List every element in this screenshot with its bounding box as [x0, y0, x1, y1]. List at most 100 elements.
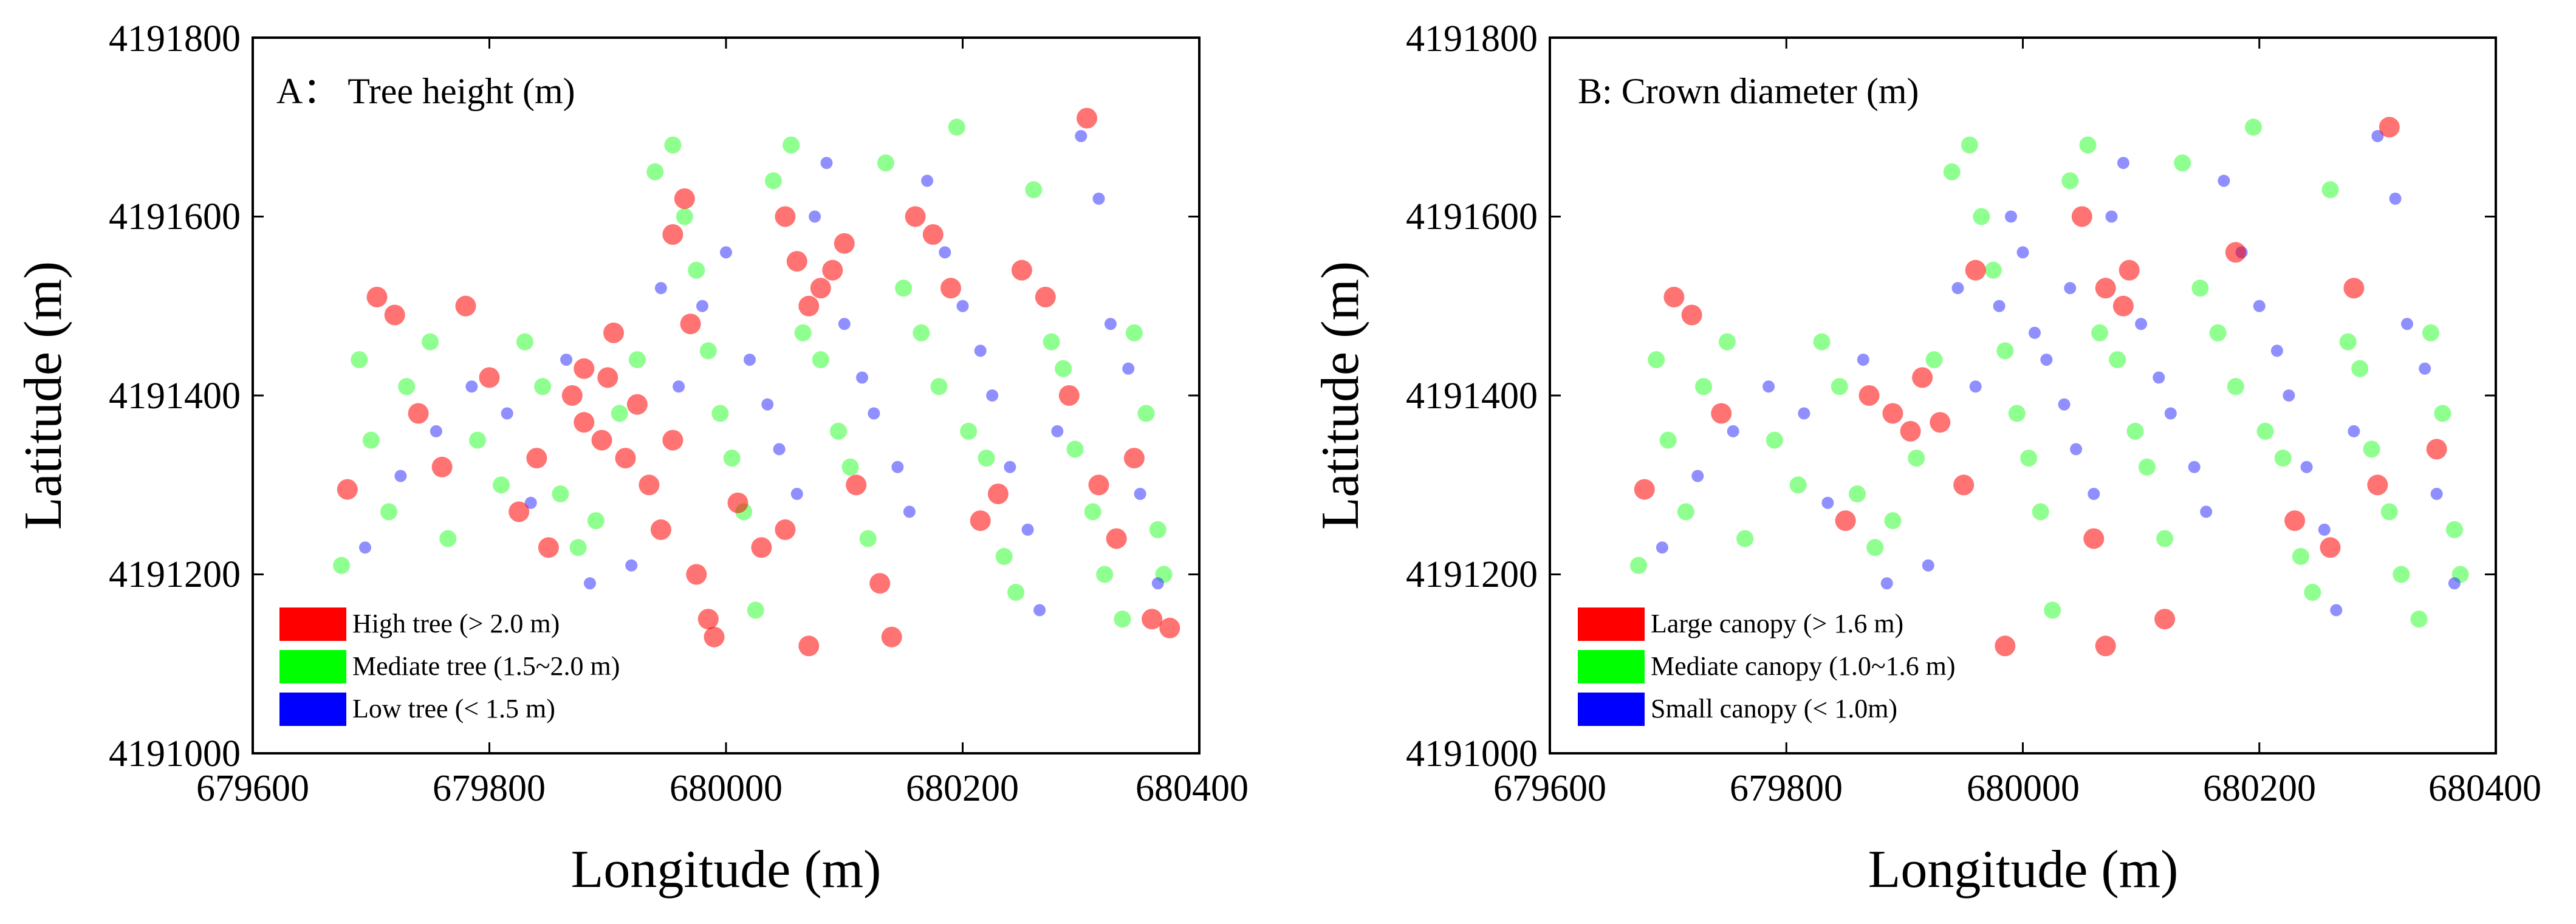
panel-b-point-mediate-canopy: [2351, 360, 2369, 377]
panel-b-x-tick: 680200: [2203, 768, 2316, 809]
panel-a-point-high-tree: [509, 501, 530, 522]
panel-a-point-mediate-tree: [723, 450, 741, 467]
panel-b-point-small-canopy: [1951, 282, 1964, 295]
panel-b-point-mediate-canopy: [2020, 450, 2038, 467]
panel-a-point-low-tree: [560, 354, 573, 366]
panel-b-point-small-canopy: [1762, 380, 1775, 393]
panel-b-x-tick: 679600: [1493, 768, 1606, 809]
panel-b-point-mediate-canopy: [2126, 422, 2144, 440]
panel-a-point-low-tree: [838, 318, 851, 330]
panel-b-point-small-canopy: [2117, 157, 2129, 169]
panel-b-point-small-canopy: [1656, 541, 1668, 554]
panel-a-point-high-tree: [905, 206, 926, 227]
panel-b-point-mediate-canopy: [2032, 503, 2049, 521]
panel-b-point-small-canopy: [2153, 371, 2165, 384]
panel-a-point-mediate-tree: [1025, 181, 1043, 199]
panel-a-point-low-tree: [394, 470, 407, 482]
panel-a-y-tick: 4191600: [109, 196, 241, 238]
panel-b-point-small-canopy: [2040, 354, 2053, 366]
panel-a-point-low-tree: [359, 541, 371, 554]
panel-b-point-large-canopy: [2119, 259, 2140, 281]
panel-a-point-high-tree: [970, 510, 991, 532]
panel-a-point-low-tree: [868, 407, 880, 420]
panel-a-point-mediate-tree: [676, 208, 693, 225]
panel-b-x-tick: 679800: [1730, 768, 1843, 809]
panel-a-point-high-tree: [775, 206, 796, 227]
panel-b-point-mediate-canopy: [2079, 136, 2097, 154]
panel-a-point-high-tree: [1077, 108, 1097, 129]
panel-a-point-low-tree: [1021, 523, 1034, 536]
panel-a-x-tick: 680200: [906, 768, 1019, 809]
panel-b-point-small-canopy: [2419, 362, 2431, 375]
panel-b-point-large-canopy: [2379, 117, 2400, 138]
panel-b-point-mediate-canopy: [1677, 503, 1694, 521]
legend-label-large-canopy: Large canopy (> 1.6 m): [1651, 609, 1903, 638]
panel-a-point-mediate-tree: [333, 556, 351, 574]
panel-a-y-tick: 4191800: [109, 18, 241, 60]
panel-a-point-low-tree: [744, 354, 756, 366]
panel-a-point-mediate-tree: [1125, 324, 1143, 341]
panel-a-point-low-tree: [891, 460, 904, 473]
panel-b-y-axis-title: Latitude (m): [1311, 261, 1370, 530]
panel-b-point-large-canopy: [2343, 278, 2365, 299]
panel-a-point-mediate-tree: [812, 351, 829, 369]
panel-b-point-mediate-canopy: [1996, 342, 2014, 360]
panel-b-point-mediate-canopy: [1961, 136, 1978, 154]
panel-b-point-large-canopy: [2095, 635, 2116, 657]
panel-b-y-tick: 4191000: [1406, 733, 1538, 775]
panel-a-point-high-tree: [574, 358, 595, 379]
panel-a-point-mediate-tree: [1114, 611, 1131, 628]
panel-a-point-high-tree: [1088, 474, 1109, 496]
panel-b-point-small-canopy: [2064, 282, 2077, 295]
panel-a-point-high-tree: [455, 295, 476, 317]
panel-a-point-mediate-tree: [587, 512, 605, 530]
panel-a-point-low-tree: [903, 505, 916, 518]
panel-b-point-large-canopy: [1965, 259, 1986, 281]
panel-a-point-low-tree: [720, 246, 732, 259]
panel-a-point-high-tree: [574, 412, 595, 433]
panel-a-point-high-tree: [1142, 609, 1163, 630]
panel-b-x-tick: 680000: [1967, 768, 2080, 809]
panel-b-point-large-canopy: [1995, 635, 2016, 657]
panel-b-point-small-canopy: [2218, 174, 2230, 187]
panel-b-point-small-canopy: [2016, 246, 2029, 259]
panel-b-point-mediate-canopy: [2380, 503, 2398, 521]
panel-b-point-small-canopy: [1821, 496, 1834, 509]
panel-b-point-large-canopy: [1912, 367, 1933, 388]
panel-a-point-high-tree: [1159, 617, 1180, 638]
panel-b-point-small-canopy: [2300, 460, 2313, 473]
panel-a-point-high-tree: [881, 626, 902, 648]
panel-b-point-large-canopy: [2426, 439, 2447, 460]
panel-a-point-low-tree: [1134, 488, 1146, 500]
panel-a-point-high-tree: [366, 287, 388, 307]
panel-b-point-mediate-canopy: [2109, 351, 2126, 369]
panel-a-point-mediate-tree: [1007, 584, 1025, 601]
panel-a-point-mediate-tree: [764, 172, 782, 190]
panel-a-point-low-tree: [696, 299, 708, 312]
legend-swatch-high-tree: [279, 607, 346, 641]
panel-a-point-low-tree: [809, 210, 821, 223]
panel-a-x-tick: 680000: [670, 768, 783, 809]
panel-a-x-tick: 679600: [196, 768, 309, 809]
panel-a-point-mediate-tree: [948, 118, 965, 136]
panel-a-point-high-tree: [662, 429, 683, 451]
panel-a-point-low-tree: [1075, 130, 1088, 142]
panel-a-point-low-tree: [673, 380, 685, 393]
panel-b-point-large-canopy: [2154, 609, 2176, 630]
panel-a-point-high-tree: [408, 403, 429, 424]
panel-b-point-small-canopy: [2348, 425, 2360, 437]
panel-a-point-high-tree: [1123, 448, 1145, 469]
panel-a-point-high-tree: [384, 304, 405, 326]
panel-a-point-low-tree: [939, 246, 951, 259]
panel-a-point-mediate-tree: [398, 378, 416, 395]
panel-b-point-large-canopy: [2320, 537, 2341, 558]
panel-a-point-mediate-tree: [830, 422, 847, 440]
panel-b-point-mediate-canopy: [2008, 405, 2026, 422]
panel-b-point-mediate-canopy: [1908, 450, 1925, 467]
panel-a-point-mediate-tree: [1137, 405, 1155, 422]
panel-a-point-high-tree: [337, 479, 358, 500]
panel-a-point-high-tree: [662, 224, 683, 245]
panel-b-point-small-canopy: [2270, 344, 2283, 357]
panel-b-point-small-canopy: [2283, 389, 2295, 402]
panel-a-x-tick: 680400: [1136, 768, 1249, 809]
